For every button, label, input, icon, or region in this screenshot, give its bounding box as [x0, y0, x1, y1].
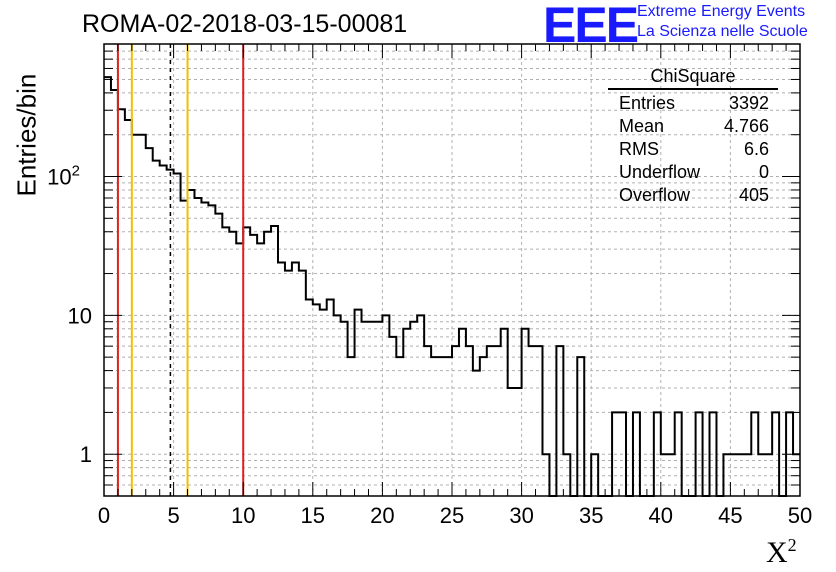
- stats-label: Mean: [619, 116, 665, 136]
- stats-row-rms: RMS 6.6: [608, 138, 778, 161]
- stats-value: 4.766: [723, 116, 769, 136]
- x-axis-label-sup: 2: [787, 535, 797, 555]
- stats-row-entries: Entries 3392: [608, 92, 778, 115]
- x-tick-label: 5: [167, 503, 179, 528]
- x-tick-label: 50: [788, 503, 812, 528]
- x-tick-label: 35: [579, 503, 603, 528]
- x-tick-label: 30: [509, 503, 533, 528]
- stats-value: 3392: [728, 93, 769, 113]
- stats-row-mean: Mean 4.766: [608, 115, 778, 138]
- logo-line-2: La Scienza nelle Scuole: [637, 23, 808, 40]
- x-tick-label: 15: [301, 503, 325, 528]
- y-axis-label: Entries/bin: [11, 73, 42, 197]
- stats-value: 6.6: [743, 139, 769, 159]
- logo-line-1: Extreme Energy Events: [637, 3, 806, 20]
- y-tick-label: 1: [80, 442, 92, 467]
- stats-label: Entries: [619, 93, 676, 113]
- x-tick-label: 0: [98, 503, 110, 528]
- histogram-series: [104, 76, 800, 497]
- x-axis-label: X2: [766, 535, 797, 570]
- stats-row-underflow: Underflow 0: [608, 161, 778, 184]
- x-axis-label-main: X: [766, 536, 788, 569]
- stats-name: ChiSquare: [608, 66, 778, 90]
- logo-text: Extreme Energy Events La Scienza nelle S…: [637, 2, 808, 42]
- x-tick-label: 45: [718, 503, 742, 528]
- stats-label: RMS: [619, 139, 659, 159]
- x-tick-label: 25: [440, 503, 464, 528]
- stats-box: ChiSquare Entries 3392 Mean 4.766 RMS 6.6 U…: [608, 66, 778, 207]
- x-tick-label: 40: [649, 503, 673, 528]
- stats-value: 405: [738, 185, 769, 205]
- x-tick-label: 20: [370, 503, 394, 528]
- y-tick-label: 102: [47, 162, 80, 189]
- chart-title: ROMA-02-2018-03-15-00081: [82, 10, 408, 38]
- stats-row-overflow: Overflow 405: [608, 184, 778, 207]
- y-axis-label-box: Entries/bin: [5, 74, 45, 197]
- stats-label: Overflow: [619, 185, 691, 205]
- logo-mark: EEE: [543, 0, 639, 53]
- stats-label: Underflow: [619, 162, 701, 182]
- x-tick-label: 10: [231, 503, 255, 528]
- y-tick-label: 10: [68, 303, 92, 328]
- stats-value: 0: [758, 162, 769, 182]
